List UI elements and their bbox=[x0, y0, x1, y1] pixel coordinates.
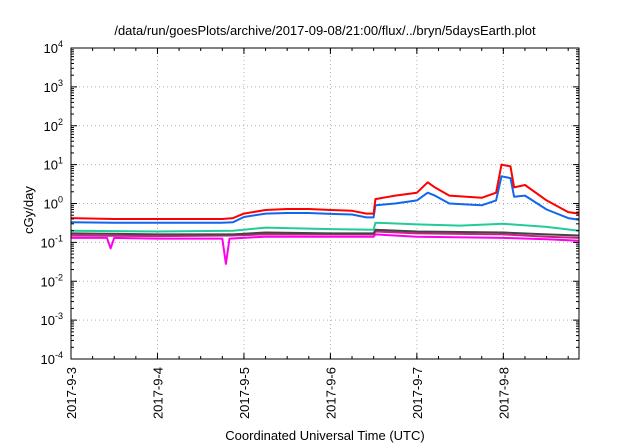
x-tick-label: 2017-9-6 bbox=[323, 367, 338, 419]
y-tick-label: 104 bbox=[44, 39, 63, 56]
chart-title: /data/run/goesPlots/archive/2017-09-08/2… bbox=[114, 23, 536, 38]
y-tick-label: 10-3 bbox=[41, 311, 63, 328]
x-tick-label: 2017-9-7 bbox=[410, 367, 425, 419]
series-line bbox=[71, 233, 580, 265]
series-layer bbox=[70, 163, 580, 265]
y-tick-label: 10-1 bbox=[41, 233, 63, 250]
y-axis-label: cGy/day bbox=[21, 186, 36, 234]
x-tick-label: 2017-9-5 bbox=[237, 367, 252, 419]
x-axis-label: Coordinated Universal Time (UTC) bbox=[225, 428, 424, 443]
series-line bbox=[70, 228, 580, 237]
ticks: 10-4 10-3 10-2 10-1 100 101 102 103 104 2017-9-3 2… bbox=[41, 39, 579, 419]
series-line bbox=[70, 221, 580, 233]
y-tick-label: 10-4 bbox=[41, 350, 63, 367]
x-tick-label: 2017-9-4 bbox=[150, 367, 165, 419]
x-tick-label: 2017-9-3 bbox=[64, 367, 79, 419]
y-tick-label: 103 bbox=[44, 78, 63, 95]
grid bbox=[71, 48, 579, 359]
x-tick-label: 2017-9-8 bbox=[496, 367, 511, 419]
series-line bbox=[70, 175, 580, 224]
y-tick-label: 101 bbox=[44, 156, 63, 173]
series-line bbox=[70, 163, 580, 220]
plot-frame bbox=[70, 47, 580, 360]
y-tick-label: 102 bbox=[44, 117, 63, 134]
y-tick-label: 10-2 bbox=[41, 272, 63, 289]
y-tick-label: 100 bbox=[44, 195, 63, 212]
